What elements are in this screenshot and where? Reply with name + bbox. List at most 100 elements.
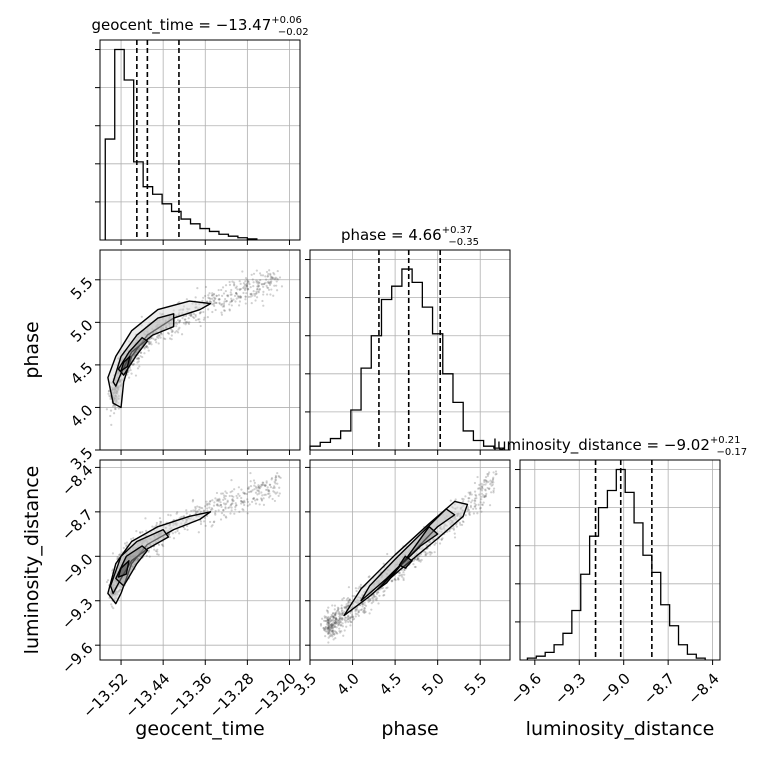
scatter-point xyxy=(249,480,252,483)
scatter-point xyxy=(209,508,213,512)
scatter-point xyxy=(249,490,252,493)
scatter-point xyxy=(324,619,327,623)
scatter-point xyxy=(247,281,250,284)
scatter-point xyxy=(360,608,364,611)
scatter-point xyxy=(419,560,422,563)
scatter-point xyxy=(340,607,343,610)
scatter-point xyxy=(177,331,180,334)
scatter-point xyxy=(357,611,360,614)
scatter-point xyxy=(345,616,348,619)
scatter-point xyxy=(263,282,266,286)
scatter-point xyxy=(334,617,337,620)
scatter-point xyxy=(148,342,151,345)
scatter-point xyxy=(199,510,202,513)
scatter-point xyxy=(234,502,237,505)
scatter-point xyxy=(262,285,265,288)
scatter-point xyxy=(469,492,472,495)
scatter-point xyxy=(194,510,198,513)
title-eq: = xyxy=(194,16,216,34)
scatter-point xyxy=(377,591,380,594)
scatter-point xyxy=(207,296,210,299)
scatter-point xyxy=(205,507,209,510)
scatter-point xyxy=(209,297,212,300)
scatter-point xyxy=(354,608,358,611)
scatter-point xyxy=(213,292,216,296)
scatter-point xyxy=(459,523,462,526)
scatter-point xyxy=(215,499,218,502)
scatter-point xyxy=(413,565,417,569)
scatter-point xyxy=(398,574,401,577)
scatter-point xyxy=(262,293,265,296)
scatter-point xyxy=(357,610,360,613)
scatter-point xyxy=(337,623,340,626)
scatter-point xyxy=(334,612,337,615)
scatter-point xyxy=(243,499,246,502)
scatter-point xyxy=(333,613,336,617)
scatter-point xyxy=(252,496,256,500)
scatter-point xyxy=(335,620,338,623)
scatter-point xyxy=(192,316,196,320)
scatter-point xyxy=(440,538,443,541)
scatter-point xyxy=(330,619,333,622)
scatter-point xyxy=(338,617,341,620)
scatter-point xyxy=(141,530,144,534)
x-tick-label: 5.0 xyxy=(418,670,448,700)
scatter-point xyxy=(479,506,482,509)
scatter-point xyxy=(322,619,326,622)
scatter-point xyxy=(339,624,342,627)
scatter-point xyxy=(254,485,257,488)
y-tick-label: 5.0 xyxy=(67,316,97,346)
scatter-point xyxy=(125,544,128,547)
scatter-point xyxy=(494,473,497,476)
scatter-point xyxy=(484,494,487,497)
scatter-point xyxy=(160,333,163,336)
scatter-point xyxy=(464,514,467,517)
scatter-point xyxy=(369,597,372,601)
scatter-point xyxy=(230,300,233,303)
scatter-point xyxy=(183,527,186,531)
scatter-point xyxy=(262,497,265,500)
scatter-point xyxy=(480,498,483,501)
scatter-point xyxy=(157,336,160,340)
scatter-point xyxy=(107,390,110,393)
x-tick-label: −13.28 xyxy=(206,670,258,722)
scatter-point xyxy=(196,510,199,514)
scatter-point xyxy=(207,502,210,505)
scatter-point xyxy=(137,356,140,360)
scatter-point xyxy=(261,299,264,303)
scatter-point xyxy=(333,633,336,636)
scatter-point xyxy=(418,554,421,557)
scatter-point xyxy=(231,499,234,503)
scatter-point xyxy=(233,294,237,297)
scatter-point xyxy=(246,504,249,507)
scatter-point xyxy=(129,368,132,372)
scatter-point xyxy=(250,302,253,305)
scatter-point xyxy=(188,313,191,317)
scatter-point xyxy=(335,618,338,621)
scatter-point xyxy=(266,492,270,496)
scatter-point xyxy=(149,341,152,344)
scatter-point xyxy=(157,543,161,546)
scatter-point xyxy=(464,495,467,498)
scatter-point xyxy=(132,536,135,540)
scatter-point xyxy=(118,553,121,556)
scatter-point xyxy=(438,542,442,545)
scatter-point xyxy=(454,498,457,501)
scatter-point xyxy=(220,303,223,307)
scatter-point xyxy=(336,608,340,611)
scatter-point xyxy=(373,595,376,598)
scatter-point xyxy=(117,407,120,410)
scatter-point xyxy=(277,278,280,281)
scatter-point xyxy=(343,610,346,613)
scatter-point xyxy=(332,615,335,619)
scatter-point xyxy=(235,292,238,295)
scatter-point xyxy=(346,617,350,621)
scatter-point xyxy=(139,531,142,534)
scatter-point xyxy=(260,498,263,501)
scatter-point xyxy=(251,278,254,281)
histogram-step xyxy=(104,48,258,240)
scatter-point xyxy=(217,500,220,503)
scatter-point xyxy=(462,500,465,503)
scatter-point xyxy=(256,280,259,283)
scatter-point xyxy=(230,494,233,498)
